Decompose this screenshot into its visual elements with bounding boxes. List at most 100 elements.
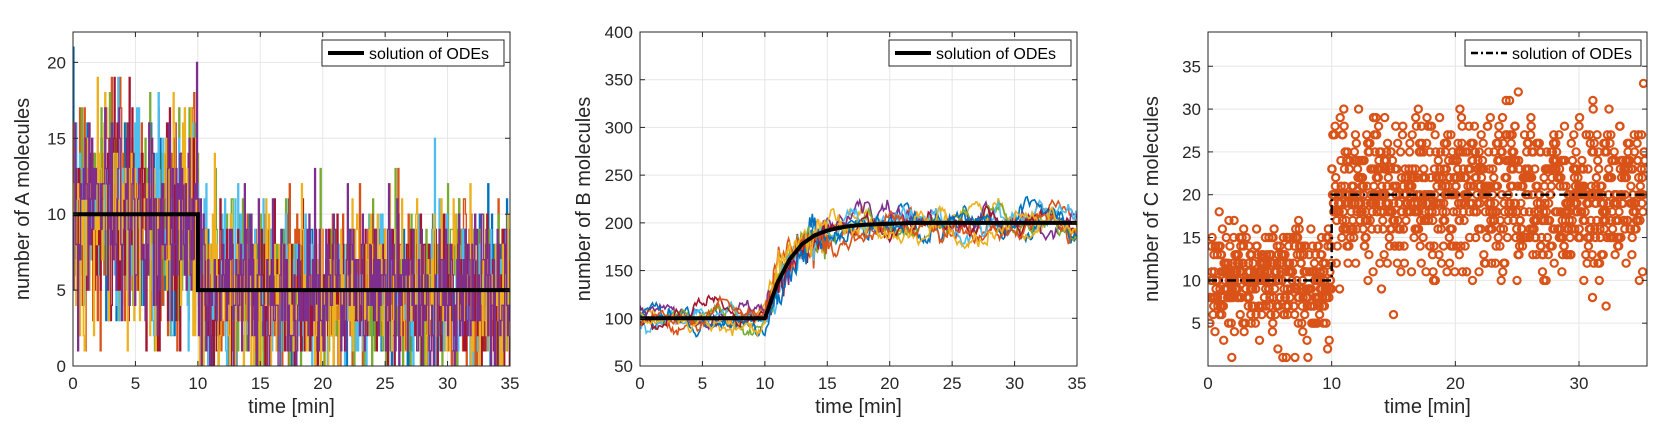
y-tick-label: 20 (47, 53, 66, 72)
scatter-point (1436, 224, 1446, 234)
scatter-point (1229, 327, 1240, 337)
scatter-point (1464, 121, 1474, 131)
scatter-point (1373, 172, 1384, 183)
scatter-point (1523, 138, 1534, 148)
y-axis-label: number of C molecules (1141, 96, 1163, 302)
scatter-point (1542, 232, 1553, 243)
scatter-point (1599, 224, 1609, 234)
scatter-point (1635, 181, 1646, 191)
scatter-point (1280, 249, 1290, 260)
scatter-point (1592, 155, 1603, 166)
scatter-point (1439, 198, 1449, 208)
scatter-point (1455, 104, 1465, 114)
scatter-point (1497, 147, 1507, 157)
scatter-point (1407, 181, 1417, 191)
scatter-point (1639, 147, 1647, 157)
scatter-point (1598, 198, 1609, 208)
scatter-point (1272, 258, 1282, 268)
scatter-point (1246, 309, 1256, 320)
scatter-point (1594, 275, 1605, 286)
scatter-point (1621, 172, 1632, 183)
scatter-point (1589, 138, 1599, 148)
scatter-point (1259, 292, 1270, 303)
scatter-point (1601, 301, 1611, 311)
scatter-point (1418, 198, 1428, 208)
scatter-point (1278, 232, 1289, 243)
scatter-point (1592, 130, 1602, 140)
scatter-point (1352, 164, 1363, 174)
scatter-point (1497, 112, 1508, 123)
scatter-point (1513, 87, 1524, 97)
scatter-point (1585, 232, 1595, 243)
scatter-point (1547, 241, 1557, 251)
scatter-point (1378, 215, 1388, 226)
y-tick-label: 0 (57, 357, 66, 376)
scatter-point (1241, 232, 1252, 243)
y-axis-label: number of A molecules (12, 98, 34, 300)
y-tick-label: 10 (1182, 271, 1201, 290)
scatter-point (1216, 249, 1227, 260)
scatter-point (1413, 104, 1424, 114)
scatter-point (1541, 207, 1552, 217)
x-tick-label: 20 (1446, 374, 1465, 393)
scatter-point (1486, 258, 1497, 268)
scatter-point (1561, 181, 1571, 191)
scatter-point (1275, 241, 1285, 251)
scatter-point (1371, 130, 1382, 140)
scatter-point (1306, 284, 1316, 294)
scatter-point (1332, 241, 1343, 251)
scatter-point (1540, 215, 1550, 226)
scatter-point (1268, 318, 1278, 328)
scatter-point (1430, 147, 1441, 157)
scatter-point (1349, 232, 1359, 243)
scatter-point (1543, 249, 1554, 260)
scatter-point (1508, 207, 1518, 217)
scatter-point (1407, 130, 1417, 140)
scatter-point (1574, 121, 1584, 131)
scatter-point (1614, 207, 1624, 217)
scatter-point (1395, 241, 1405, 251)
scatter-point (1471, 207, 1482, 217)
scatter-point (1468, 138, 1478, 148)
scatter-point (1336, 155, 1346, 166)
y-tick-label: 15 (1182, 229, 1201, 248)
x-tick-label: 30 (1570, 374, 1589, 393)
scatter-point (1234, 258, 1244, 268)
scatter-point (1454, 215, 1465, 226)
y-tick-label: 25 (1182, 143, 1201, 162)
scatter-point (1228, 232, 1239, 243)
scatter-point (1227, 352, 1237, 363)
scatter-point (1233, 249, 1244, 260)
scatter-point (1595, 224, 1605, 234)
scatter-point (1452, 155, 1463, 166)
scatter-point (1606, 130, 1616, 140)
legend: solution of ODEs (321, 39, 505, 67)
scatter-point (1335, 112, 1345, 123)
scatter-point (1585, 138, 1596, 148)
scatter-point (1538, 249, 1548, 260)
x-tick-label: 25 (376, 374, 395, 393)
scatter-point (1626, 181, 1636, 191)
scatter-point (1264, 232, 1274, 243)
x-axis-label: time [min] (815, 396, 902, 418)
scatter-point (1409, 172, 1419, 183)
scatter-point (1283, 301, 1294, 311)
scatter-point (1484, 164, 1495, 174)
scatter-point (1375, 164, 1385, 174)
scatter-point (1525, 130, 1536, 140)
x-tick-label: 35 (501, 374, 520, 393)
scatter-point (1364, 249, 1374, 260)
scatter-point (1346, 207, 1356, 217)
scatter-point (1585, 224, 1596, 234)
scatter-point (1212, 249, 1223, 260)
scatter-point (1243, 258, 1254, 268)
scatter-point (1215, 241, 1225, 251)
y-axis-label: number of B molecules (573, 97, 595, 302)
ode-solution-line (1208, 193, 1647, 282)
scatter-point (1315, 267, 1326, 277)
scatter-point (1554, 130, 1564, 140)
scatter-point (1513, 155, 1524, 166)
scatter-point (1483, 147, 1494, 157)
scatter-point (1261, 301, 1271, 311)
scatter-point (1253, 249, 1263, 260)
